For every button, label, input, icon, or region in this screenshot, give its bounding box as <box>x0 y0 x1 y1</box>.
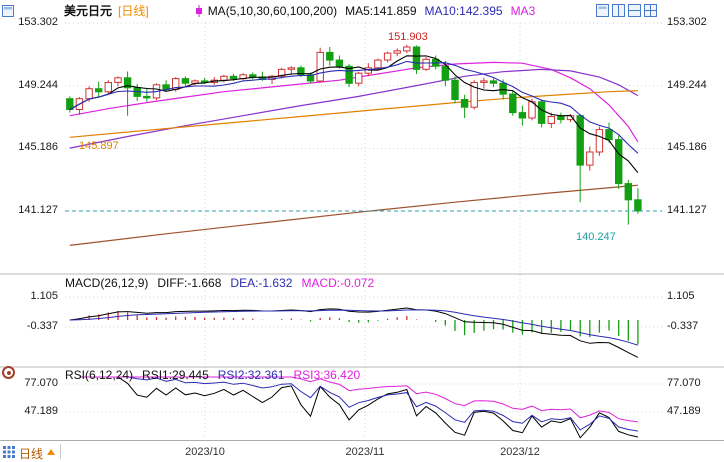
layout-toolbar <box>596 4 657 17</box>
price-axis-label: 145.186 <box>667 141 707 153</box>
rsi-axis-label: 77.070 <box>24 377 58 389</box>
rsi-axis-label: 47.189 <box>24 405 58 417</box>
vsplit-pane-icon[interactable] <box>612 4 625 17</box>
period-selector[interactable]: 日线 <box>19 447 44 461</box>
rsi-axis-label: 77.070 <box>667 377 701 389</box>
price-axis-label: 149.244 <box>18 79 58 91</box>
chart-header: 美元日元 [日线] MA(5,10,30,60,100,200) MA5:141… <box>64 4 535 18</box>
macd-axis-label: -0.337 <box>667 320 699 332</box>
quad-pane-icon[interactable] <box>644 4 657 17</box>
rsi-axis-label: 47.189 <box>667 405 701 417</box>
mini-window-icon[interactable] <box>2 4 14 22</box>
macd-axis-label: 1.105 <box>30 290 58 302</box>
price-axis-label: 145.186 <box>18 141 58 153</box>
macd-axis-label: -0.337 <box>26 320 58 332</box>
price-axis-label: 153.302 <box>18 16 58 28</box>
ma5-value-label: MA5:141.859 <box>345 4 417 18</box>
bottom-bar <box>0 440 724 462</box>
rsi-title: RSI(6,12,24) <box>65 368 134 382</box>
macd-bar-value: MACD:-0.072 <box>301 276 375 290</box>
symbol-name: 美元日元 <box>64 4 113 18</box>
ma-params-label: MA(5,10,30,60,100,200) <box>207 4 338 18</box>
high-price-label: 151.903 <box>388 31 428 43</box>
rsi2-value: RSI2:32.361 <box>217 368 285 382</box>
price-axis-label: 141.127 <box>667 204 707 216</box>
date-axis-label: 2023/11 <box>345 446 385 458</box>
rsi1-value: RSI1:29.445 <box>142 368 209 382</box>
ma30-value-label: MA3 <box>510 4 536 18</box>
footer-divider <box>60 444 61 459</box>
single-pane-icon[interactable] <box>596 4 609 17</box>
macd-axis-label: 1.105 <box>667 290 695 302</box>
macd-diff-value: DIFF:-1.668 <box>157 276 222 290</box>
grid-icon[interactable] <box>3 445 15 462</box>
ma-left-value-label: 145.897 <box>79 140 119 152</box>
low-price-label: 140.247 <box>576 231 616 243</box>
macd-header: MACD(26,12,9) DIFF:-1.668 DEA:-1.632 MAC… <box>65 276 383 290</box>
date-axis-label: 2023/12 <box>500 446 540 458</box>
period-dropdown-arrow-icon[interactable] <box>47 449 55 455</box>
macd-title: MACD(26,12,9) <box>65 276 149 290</box>
price-axis-label: 141.127 <box>18 204 58 216</box>
macd-dea-value: DEA:-1.632 <box>230 276 293 290</box>
period-tag: [日线] <box>118 4 149 18</box>
hsplit-pane-icon[interactable] <box>628 4 641 17</box>
price-axis-label: 153.302 <box>667 16 707 28</box>
rsi-header: RSI(6,12,24) RSI1:29.445 RSI2:32.361 RSI… <box>65 368 369 382</box>
crosshair-dot <box>6 370 11 375</box>
rsi3-value: RSI3:36.420 <box>293 368 361 382</box>
ma10-value-label: MA10:142.395 <box>424 4 503 18</box>
candlestick-icon <box>195 5 203 17</box>
date-axis-label: 2023/10 <box>185 446 225 458</box>
crosshair-icon[interactable] <box>2 366 15 379</box>
price-axis-label: 149.244 <box>667 79 707 91</box>
